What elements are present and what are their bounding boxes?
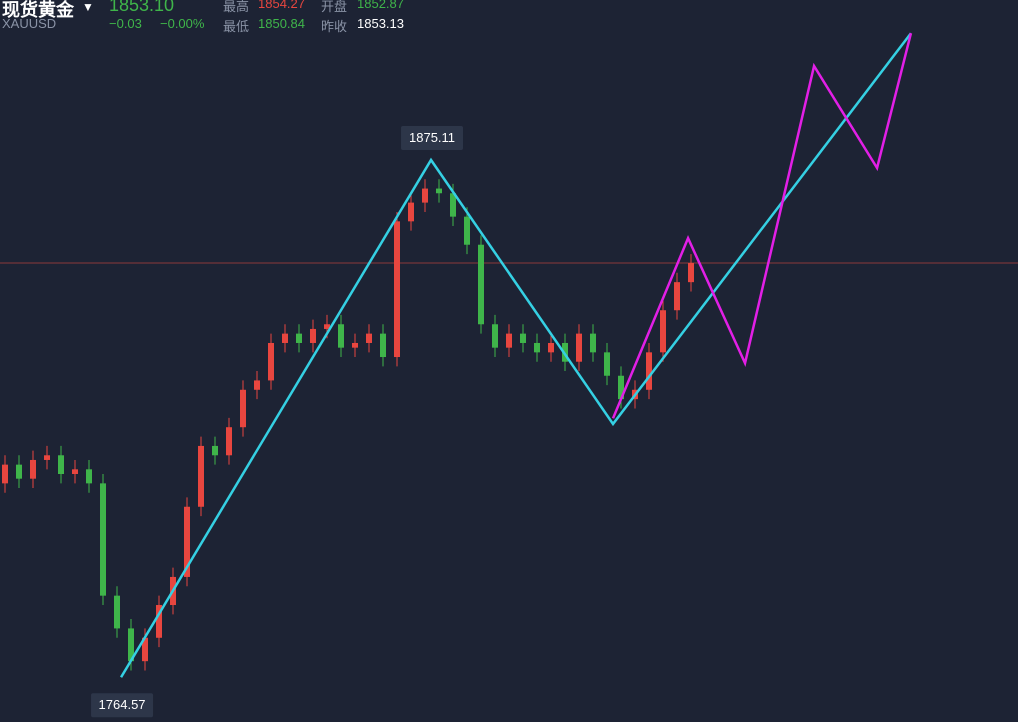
candle-body	[352, 342, 358, 348]
candle-body	[212, 445, 218, 456]
stat-label: 最低	[223, 19, 250, 34]
drawing-line	[119, 32, 912, 678]
candle-body	[520, 333, 526, 343]
candle-body	[44, 455, 50, 460]
candle-body	[240, 389, 246, 428]
candle-body	[86, 469, 92, 484]
candle-body	[2, 464, 8, 484]
candle-body	[226, 427, 232, 456]
candle-body	[534, 342, 540, 353]
candle-body	[324, 324, 330, 329]
candle-body	[338, 324, 344, 348]
candle-body	[646, 352, 652, 390]
candle-body	[506, 333, 512, 348]
candle-body	[142, 637, 148, 662]
candle-body	[30, 459, 36, 479]
candle-body	[450, 193, 456, 217]
stat-label: 开盘	[321, 0, 348, 14]
candle-body	[394, 221, 400, 358]
candle-body	[604, 352, 610, 376]
candle-body	[464, 216, 470, 245]
candle-body	[618, 375, 624, 400]
instrument-name[interactable]: 现货黄金	[2, 0, 74, 20]
candle-body	[590, 333, 596, 353]
stat-value: 1850.84	[258, 16, 305, 31]
candle-body	[674, 282, 680, 311]
candle-body	[58, 455, 64, 475]
candle-body	[380, 333, 386, 358]
candle-body	[128, 628, 134, 662]
candle-body	[310, 328, 316, 343]
stat-label: 最高	[223, 0, 250, 14]
candle-body	[296, 333, 302, 343]
candle-body	[660, 310, 666, 353]
candle-body	[72, 469, 78, 475]
candle-body	[268, 342, 274, 381]
candle-body	[408, 202, 414, 222]
stat-value: 1853.13	[357, 16, 404, 31]
candle-body	[184, 506, 190, 577]
candle-body	[478, 244, 484, 325]
candle-body	[100, 483, 106, 596]
candle-body	[156, 605, 162, 638]
stat-label: 昨收	[321, 19, 348, 34]
stat-value: 1854.27	[258, 0, 305, 11]
price-label: 1875.11	[409, 130, 455, 145]
price-label-box	[401, 125, 464, 150]
price-label-box	[91, 693, 154, 718]
candle-body	[254, 380, 260, 390]
candle-body	[492, 324, 498, 348]
candle-body	[366, 333, 372, 343]
candle-body	[198, 445, 204, 507]
drawing-line	[611, 32, 913, 419]
candle-body	[16, 464, 22, 479]
candle-body	[282, 333, 288, 343]
candle-body	[114, 595, 120, 629]
candle-body	[436, 188, 442, 194]
candle-body	[576, 333, 582, 362]
candle-body	[688, 262, 694, 283]
price: 1853.10	[109, 0, 175, 15]
candle-body	[422, 188, 428, 203]
symbol: XAUUSD	[2, 16, 57, 31]
price-label: 1764.57	[99, 697, 146, 712]
change-pct: −0.00%	[160, 16, 205, 31]
change: −0.03	[109, 16, 142, 31]
candle-body	[548, 342, 554, 353]
dropdown-arrow[interactable]: ▼	[82, 0, 94, 14]
stat-value: 1852.87	[357, 0, 404, 11]
